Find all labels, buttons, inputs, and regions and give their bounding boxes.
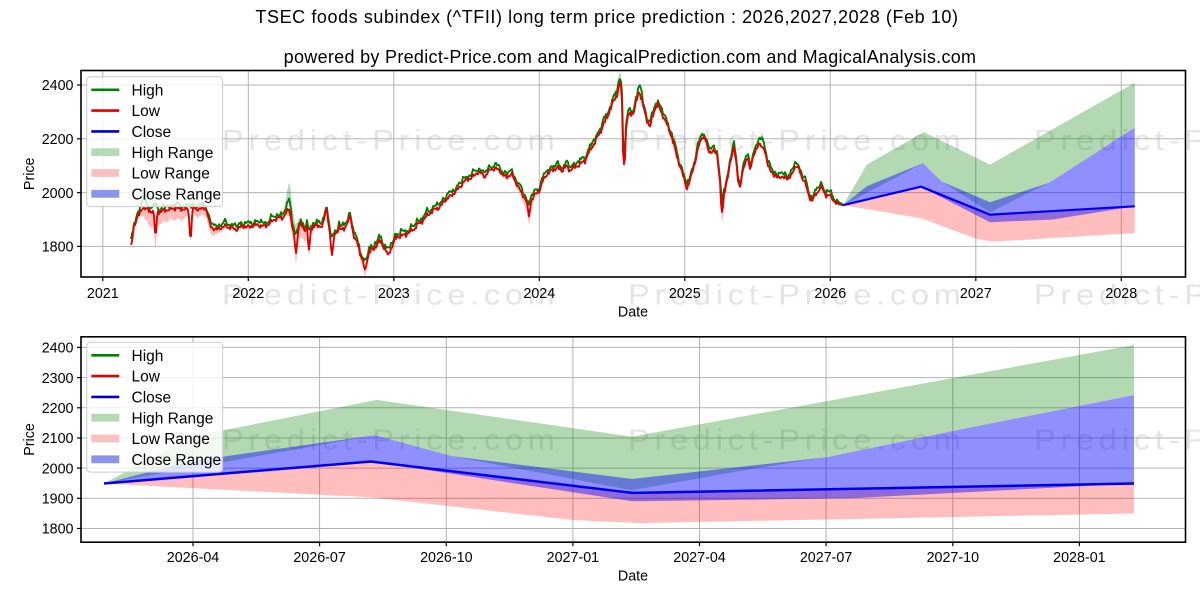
svg-text:2026: 2026 <box>814 286 846 302</box>
svg-text:2200: 2200 <box>42 132 74 148</box>
svg-text:2028: 2028 <box>1105 286 1137 302</box>
svg-text:2026-10: 2026-10 <box>420 550 473 566</box>
svg-text:Predict-Price.com: Predict-Price.com <box>1034 424 1200 456</box>
svg-text:Predict-Price.com: Predict-Price.com <box>1034 279 1200 311</box>
svg-text:High Range: High Range <box>132 145 214 162</box>
svg-text:2027-10: 2027-10 <box>927 550 980 566</box>
svg-text:Low Range: Low Range <box>132 431 210 448</box>
svg-text:2027-07: 2027-07 <box>800 550 853 566</box>
svg-text:2021: 2021 <box>87 286 119 302</box>
svg-text:2025: 2025 <box>669 286 701 302</box>
svg-text:1800: 1800 <box>42 522 74 538</box>
svg-text:Predict-Price.com: Predict-Price.com <box>222 279 560 311</box>
svg-text:2000: 2000 <box>42 461 74 477</box>
svg-text:Close: Close <box>132 390 172 407</box>
svg-text:Date: Date <box>618 305 648 321</box>
svg-text:Low: Low <box>132 369 161 386</box>
svg-text:Low Range: Low Range <box>132 166 210 183</box>
svg-text:Predict-Price.com: Predict-Price.com <box>628 125 966 157</box>
svg-text:2400: 2400 <box>42 78 74 94</box>
svg-text:Close Range: Close Range <box>132 186 222 203</box>
svg-text:1900: 1900 <box>42 492 74 508</box>
svg-text:Price: Price <box>22 423 38 456</box>
svg-text:Low: Low <box>132 103 161 120</box>
svg-text:2026-04: 2026-04 <box>167 550 220 566</box>
svg-text:powered by Predict-Price.com a: powered by Predict-Price.com and Magical… <box>284 47 977 67</box>
svg-text:1800: 1800 <box>42 240 74 256</box>
svg-text:2024: 2024 <box>523 286 555 302</box>
svg-text:2027-01: 2027-01 <box>547 550 600 566</box>
svg-text:Predict-Price.com: Predict-Price.com <box>1034 125 1200 157</box>
svg-text:Date: Date <box>618 569 648 585</box>
svg-text:Close Range: Close Range <box>132 452 222 469</box>
svg-text:Predict-Price.com: Predict-Price.com <box>628 279 966 311</box>
svg-text:High: High <box>132 348 164 365</box>
svg-text:High: High <box>132 82 164 99</box>
svg-text:2023: 2023 <box>378 286 410 302</box>
svg-text:TSEC foods subindex (^TFII) lo: TSEC foods subindex (^TFII) long term pr… <box>255 7 958 27</box>
svg-text:2027-04: 2027-04 <box>673 550 726 566</box>
svg-text:2027: 2027 <box>960 286 992 302</box>
svg-text:Predict-Price.com: Predict-Price.com <box>628 424 966 456</box>
svg-text:Price: Price <box>22 157 38 190</box>
svg-text:2022: 2022 <box>232 286 264 302</box>
svg-text:Close: Close <box>132 124 172 141</box>
svg-text:2300: 2300 <box>42 371 74 387</box>
svg-text:2026-07: 2026-07 <box>293 550 346 566</box>
svg-text:High Range: High Range <box>132 410 214 427</box>
svg-text:2200: 2200 <box>42 401 74 417</box>
svg-text:2400: 2400 <box>42 341 74 357</box>
svg-text:2028-01: 2028-01 <box>1053 550 1106 566</box>
svg-text:Predict-Price.com: Predict-Price.com <box>222 424 560 456</box>
svg-text:2100: 2100 <box>42 431 74 447</box>
svg-text:Predict-Price.com: Predict-Price.com <box>222 125 560 157</box>
svg-text:2000: 2000 <box>42 186 74 202</box>
